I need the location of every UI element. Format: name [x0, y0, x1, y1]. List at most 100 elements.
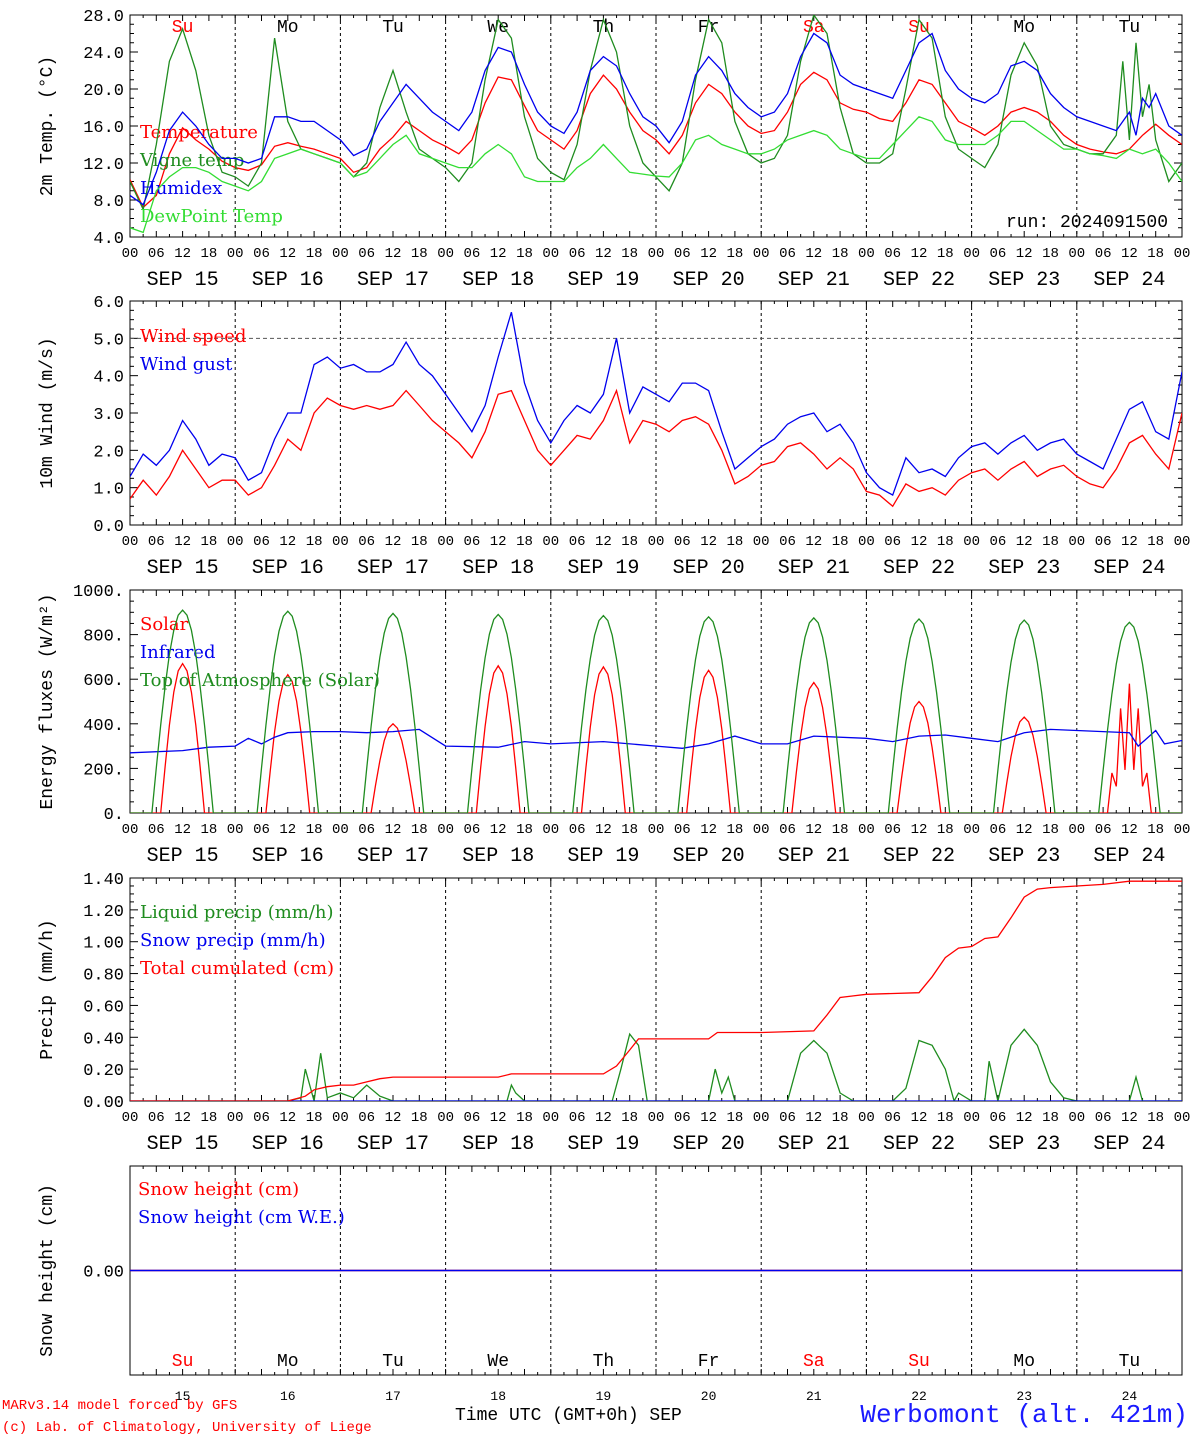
date-label: SEP 21 [778, 1133, 850, 1156]
series-line-dewpoint-temp [130, 116, 1182, 234]
legend-entry: Snow precip (mm/h) [140, 930, 326, 951]
hour-label: 18 [621, 534, 638, 550]
hour-label: 06 [1095, 822, 1112, 838]
hour-label: 12 [174, 1110, 191, 1126]
hour-label: 18 [200, 822, 217, 838]
weekday-label: Fr [698, 18, 720, 38]
hour-label: 12 [490, 246, 507, 262]
weekday-label: Sa [803, 18, 825, 38]
hour-label: 00 [963, 534, 980, 550]
hour-label: 06 [253, 1110, 270, 1126]
hour-label: 18 [306, 1110, 323, 1126]
date-label: SEP 20 [673, 845, 745, 868]
legend-entry: Top of Atmosphere (Solar) [140, 670, 380, 691]
date-label: SEP 15 [147, 1133, 219, 1156]
date-label: SEP 18 [462, 557, 534, 580]
hour-label: 18 [832, 246, 849, 262]
date-label: SEP 16 [252, 269, 324, 292]
hour-label: 06 [358, 246, 375, 262]
y-axis-label: Energy fluxes (W/m²) [38, 593, 58, 809]
date-label: SEP 23 [988, 557, 1060, 580]
hour-label: 18 [200, 534, 217, 550]
date-label: SEP 18 [462, 845, 534, 868]
date-label: SEP 15 [147, 269, 219, 292]
hour-label: 00 [753, 1110, 770, 1126]
hour-label: 00 [1174, 534, 1191, 550]
plot-frame [129, 589, 1183, 814]
date-label: SEP 19 [567, 557, 639, 580]
hour-label: 06 [884, 246, 901, 262]
hour-label: 00 [1068, 246, 1085, 262]
hour-label: 06 [358, 534, 375, 550]
hour-label: 06 [358, 1110, 375, 1126]
hour-label: 12 [805, 246, 822, 262]
legend-entry: Wind speed [140, 326, 246, 347]
hour-label: 06 [989, 1110, 1006, 1126]
hour-label: 06 [253, 822, 270, 838]
weekday-label: We [487, 1352, 509, 1372]
series-line-wind-speed [130, 388, 1182, 508]
hour-label: 06 [779, 1110, 796, 1126]
hour-label: 00 [963, 1110, 980, 1126]
y-tick-label: 800. [83, 628, 124, 647]
weekday-label: We [487, 18, 509, 38]
weekday-label: Tu [1119, 18, 1141, 38]
y-tick-label: 20.0 [83, 82, 124, 101]
series-line-total-cumulated-cm [130, 880, 1182, 1101]
date-label: SEP 15 [147, 845, 219, 868]
legend-entry: Snow height (cm W.E.) [138, 1207, 345, 1228]
y-tick-label: 4.0 [93, 230, 124, 249]
y-tick-label: 0. [104, 806, 124, 825]
hour-label: 06 [148, 1110, 165, 1126]
hour-label: 12 [385, 534, 402, 550]
hour-label: 00 [1068, 534, 1085, 550]
hour-label: 00 [542, 534, 559, 550]
hour-label: 00 [753, 246, 770, 262]
y-tick-label: 0.00 [83, 1264, 124, 1283]
hour-label: 06 [884, 534, 901, 550]
legend-entry: Temperature [140, 122, 258, 143]
y-tick-label: 0.00 [83, 1094, 124, 1113]
hour-label: 00 [542, 246, 559, 262]
hour-label: 18 [1042, 246, 1059, 262]
hour-label: 06 [989, 246, 1006, 262]
hour-label: 00 [122, 822, 139, 838]
hour-label: 00 [858, 246, 875, 262]
hour-label: 18 [832, 822, 849, 838]
station-name: Werbomont (alt. 421m) [860, 1400, 1188, 1430]
hour-label: 18 [516, 534, 533, 550]
y-tick-label: 1.0 [93, 481, 124, 500]
hour-label: 12 [385, 1110, 402, 1126]
hour-label: 00 [122, 1110, 139, 1126]
hour-label: 00 [437, 246, 454, 262]
legend-entry: Snow height (cm) [138, 1179, 299, 1200]
y-axis-label: 10m Wind (m/s) [38, 337, 58, 488]
date-label: SEP 19 [567, 269, 639, 292]
hour-label: 18 [411, 1110, 428, 1126]
hour-label: 18 [1147, 1110, 1164, 1126]
hour-label: 00 [542, 1110, 559, 1126]
hour-label: 18 [726, 246, 743, 262]
hour-label: 00 [122, 246, 139, 262]
y-tick-label: 6.0 [93, 294, 124, 313]
date-label: SEP 22 [883, 845, 955, 868]
hour-label: 00 [227, 1110, 244, 1126]
hour-label: 18 [1042, 1110, 1059, 1126]
y-tick-label: 0.80 [83, 967, 124, 986]
date-label: SEP 22 [883, 1133, 955, 1156]
y-tick-label: 12.0 [83, 156, 124, 175]
hour-label: 18 [1147, 246, 1164, 262]
series-line-solar [130, 662, 1182, 813]
y-tick-label: 2.0 [93, 443, 124, 462]
hour-label: 06 [674, 822, 691, 838]
date-label: SEP 23 [988, 1133, 1060, 1156]
hour-label: 06 [884, 822, 901, 838]
weekday-label: Tu [382, 18, 404, 38]
hour-label: 00 [437, 822, 454, 838]
date-label: SEP 24 [1093, 269, 1165, 292]
hour-label: 12 [1121, 534, 1138, 550]
hour-label: 18 [200, 246, 217, 262]
hour-label: 12 [911, 534, 928, 550]
date-label: SEP 20 [673, 1133, 745, 1156]
